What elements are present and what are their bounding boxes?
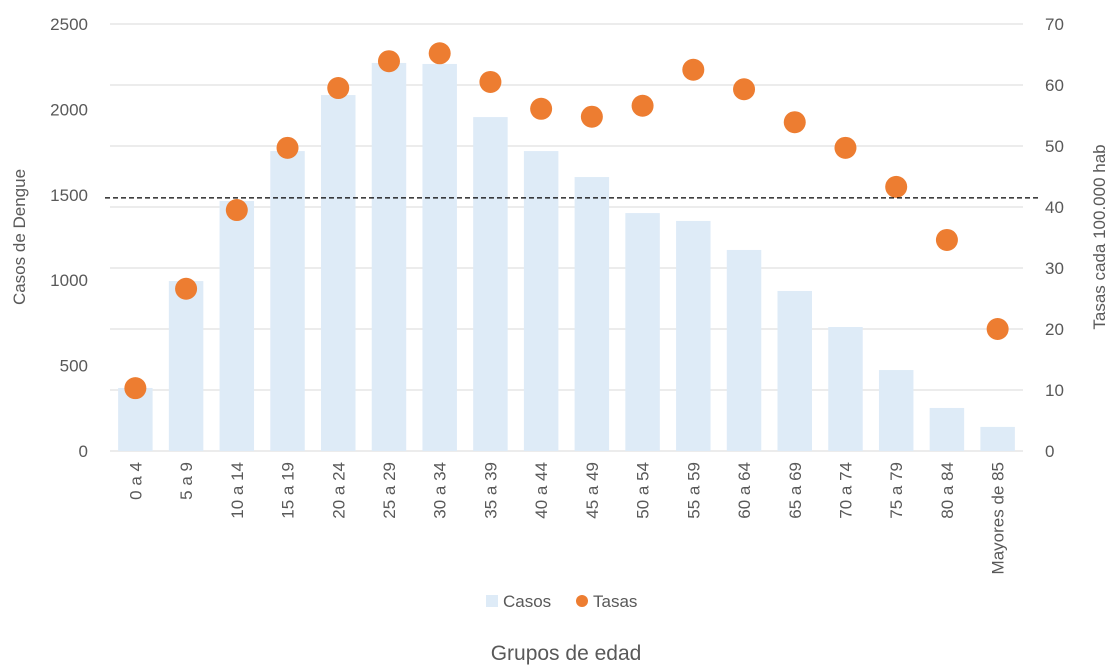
y-tick-label: 1500 xyxy=(50,186,88,205)
dot xyxy=(124,377,147,400)
legend-label: Tasas xyxy=(593,592,637,611)
x-axis-title: Grupos de edad xyxy=(491,642,642,665)
y2-tick-label: 0 xyxy=(1045,442,1054,461)
bar xyxy=(676,220,711,451)
bar xyxy=(828,326,863,451)
x-tick-label: 50 a 54 xyxy=(634,462,653,519)
y-tick-label: 500 xyxy=(60,357,88,376)
y-tick-label: 2000 xyxy=(50,100,88,119)
bar xyxy=(625,213,660,451)
dot xyxy=(885,175,908,198)
dot xyxy=(276,136,299,159)
dot xyxy=(783,111,806,134)
dot xyxy=(530,97,553,120)
x-tick-label: Mayores de 85 xyxy=(989,462,1008,574)
y2-tick-label: 10 xyxy=(1045,381,1064,400)
y2-tick-label: 50 xyxy=(1045,137,1064,156)
dot xyxy=(327,77,350,100)
bar xyxy=(168,281,204,451)
x-tick-label: 70 a 74 xyxy=(836,462,855,519)
bar xyxy=(422,63,457,452)
legend-label: Casos xyxy=(503,592,551,611)
y2-tick-label: 70 xyxy=(1045,15,1064,34)
x-tick-label: 5 a 9 xyxy=(177,462,196,500)
x-tick-label: 45 a 49 xyxy=(583,462,602,519)
bar xyxy=(980,426,1015,451)
y2-tick-label: 30 xyxy=(1045,259,1064,278)
dot xyxy=(682,58,705,81)
x-tick-label: 40 a 44 xyxy=(532,462,551,519)
bar xyxy=(473,117,508,451)
legend-swatch xyxy=(576,595,588,607)
x-tick-label: 10 a 14 xyxy=(228,462,247,519)
x-tick-label: 35 a 39 xyxy=(481,462,500,519)
x-tick-label: 15 a 19 xyxy=(279,462,298,519)
x-tick-label: 80 a 84 xyxy=(938,462,957,519)
dot xyxy=(479,70,502,93)
bar xyxy=(321,95,356,452)
x-tick-label: 65 a 69 xyxy=(786,462,805,519)
y2-tick-label: 40 xyxy=(1045,198,1064,217)
dot xyxy=(175,277,198,300)
bar xyxy=(574,177,610,451)
dot xyxy=(986,318,1009,340)
dot xyxy=(935,228,958,251)
y-axis-title: Casos de Dengue xyxy=(10,169,29,305)
x-tick-label: 0 a 4 xyxy=(126,462,145,500)
bar xyxy=(270,151,305,451)
dot xyxy=(580,105,603,128)
legend-swatch xyxy=(486,595,498,607)
bar xyxy=(929,407,965,451)
x-tick-label: 20 a 24 xyxy=(329,462,348,519)
bar xyxy=(219,200,255,451)
x-tick-label: 30 a 34 xyxy=(431,462,450,519)
x-tick-label: 75 a 79 xyxy=(887,462,906,519)
dot xyxy=(733,78,756,101)
dot xyxy=(225,199,248,222)
y2-axis-title: Tasas cada 100.000 hab xyxy=(1090,144,1109,329)
bar xyxy=(371,62,407,452)
x-tick-label: 55 a 59 xyxy=(684,462,703,519)
y2-tick-label: 20 xyxy=(1045,320,1064,339)
bar xyxy=(777,290,812,451)
dot xyxy=(377,50,400,73)
x-tick-label: 60 a 64 xyxy=(735,462,754,519)
y2-tick-label: 60 xyxy=(1045,76,1064,95)
bar xyxy=(523,151,559,451)
bar xyxy=(878,370,914,451)
y-tick-label: 1000 xyxy=(50,271,88,290)
dot xyxy=(428,42,451,65)
dot xyxy=(631,94,654,117)
bar xyxy=(726,249,762,451)
dot xyxy=(834,136,857,159)
x-tick-label: 25 a 29 xyxy=(380,462,399,519)
y-tick-label: 2500 xyxy=(50,15,88,34)
y-tick-label: 0 xyxy=(79,442,88,461)
